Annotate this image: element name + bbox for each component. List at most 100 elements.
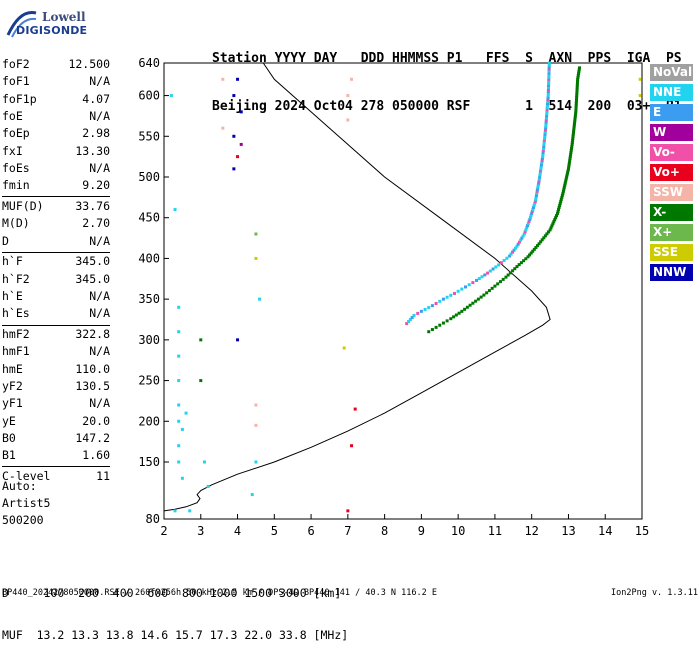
o-trace-point — [545, 114, 549, 118]
param-name: foEs — [2, 160, 30, 175]
x-trace-point — [535, 244, 539, 248]
auto-program-name: Artist5 — [2, 496, 51, 510]
echo-point — [236, 155, 240, 159]
echo-point — [188, 509, 192, 513]
o-trace-point — [545, 104, 549, 108]
x-trace-point — [572, 122, 576, 126]
y-tick-label: 300 — [138, 333, 160, 347]
x-trace-point — [575, 92, 579, 96]
y-tick-label: 150 — [138, 455, 160, 469]
o-trace-point — [514, 246, 518, 250]
o-trace-point — [527, 219, 531, 223]
o-trace-point — [539, 163, 543, 167]
x-trace-point — [576, 73, 580, 77]
x-trace-point — [566, 171, 570, 175]
o-trace-point — [543, 130, 547, 134]
o-trace-point — [407, 320, 411, 324]
x-trace-point — [575, 83, 579, 87]
o-trace-point — [537, 181, 541, 185]
o-trace-point — [539, 165, 543, 169]
o-trace-point — [539, 169, 543, 173]
param-row-b1: B1 1.60 — [2, 448, 110, 465]
o-trace-point — [538, 171, 542, 175]
echo-point — [638, 77, 642, 81]
echo-point — [199, 379, 203, 383]
param-row-fof1: foF1 N/A — [2, 74, 110, 91]
param-name: foF1p — [2, 91, 37, 106]
o-trace-point — [534, 193, 538, 197]
x-trace-point — [545, 232, 549, 236]
o-trace-point — [546, 87, 550, 91]
o-trace-point — [536, 185, 540, 189]
o-trace-point — [497, 263, 501, 267]
o-trace-point — [535, 189, 539, 193]
x-tick-label: 12 — [524, 524, 538, 538]
o-trace-point — [547, 79, 551, 83]
x-trace-point — [463, 307, 467, 311]
o-trace-point — [419, 309, 423, 313]
param-name: B0 — [2, 430, 16, 445]
x-tick-label: 6 — [307, 524, 314, 538]
x-trace-point — [569, 151, 573, 155]
legend-item-vominus: Vo- — [650, 144, 693, 161]
o-trace-point — [499, 261, 503, 265]
o-trace-point — [543, 134, 547, 138]
y-tick-label: 600 — [138, 89, 160, 103]
param-value: 9.20 — [82, 178, 110, 193]
x-trace-point — [575, 96, 579, 100]
o-trace-point — [452, 291, 456, 295]
o-trace-point — [547, 63, 551, 67]
x-tick-label: 15 — [635, 524, 649, 538]
echo-point — [173, 509, 177, 513]
x-trace-point — [468, 303, 472, 307]
o-trace-point — [471, 281, 475, 285]
echo-point — [346, 118, 350, 122]
x-trace-point — [558, 204, 562, 207]
x-tick-label: 4 — [234, 524, 241, 538]
echo-point — [258, 297, 262, 301]
param-row-foep: foEp 2.98 — [2, 126, 110, 143]
x-trace-point — [519, 261, 523, 265]
o-trace-point — [521, 234, 525, 238]
x-trace-point — [575, 87, 579, 91]
x-trace-point — [574, 108, 578, 112]
param-row-b0: B0 147.2 — [2, 431, 110, 448]
x-trace-point — [539, 240, 543, 244]
o-trace-point — [541, 151, 545, 155]
echo-point — [232, 134, 236, 138]
o-trace-point — [405, 322, 409, 326]
x-trace-point — [573, 120, 577, 124]
x-trace-point — [576, 77, 580, 81]
x-trace-point — [575, 94, 579, 98]
o-trace-point — [543, 132, 547, 136]
param-name: hmE — [2, 361, 23, 376]
x-trace-point — [567, 165, 571, 169]
o-trace-point — [540, 157, 544, 161]
echo-point — [221, 126, 225, 130]
x-trace-point — [515, 265, 519, 269]
x-trace-point — [562, 187, 566, 191]
x-trace-point — [457, 311, 461, 315]
x-trace-point — [577, 68, 581, 72]
param-name: fxI — [2, 143, 23, 158]
x-trace-point — [574, 104, 578, 108]
o-trace-point — [547, 71, 551, 75]
o-trace-point — [541, 149, 545, 153]
o-trace-point — [535, 191, 539, 195]
lowell-digisonde-logo: Lowell DIGISONDE — [2, 4, 112, 42]
param-value: 20.0 — [82, 413, 110, 428]
x-trace-point — [553, 218, 557, 222]
o-trace-point — [534, 197, 538, 201]
param-name: yF2 — [2, 378, 23, 393]
o-trace-point — [520, 236, 524, 240]
o-trace-point — [536, 187, 540, 191]
echo-point — [180, 427, 184, 431]
o-trace-point — [530, 209, 534, 213]
autoscaling-info: Auto: Artist5 500200 — [2, 478, 50, 529]
o-trace-point — [545, 108, 549, 112]
o-trace-point — [508, 254, 512, 258]
param-name: hmF1 — [2, 344, 30, 359]
x-trace-point — [561, 189, 565, 193]
o-trace-point — [523, 230, 527, 234]
x-trace-point — [531, 249, 535, 253]
